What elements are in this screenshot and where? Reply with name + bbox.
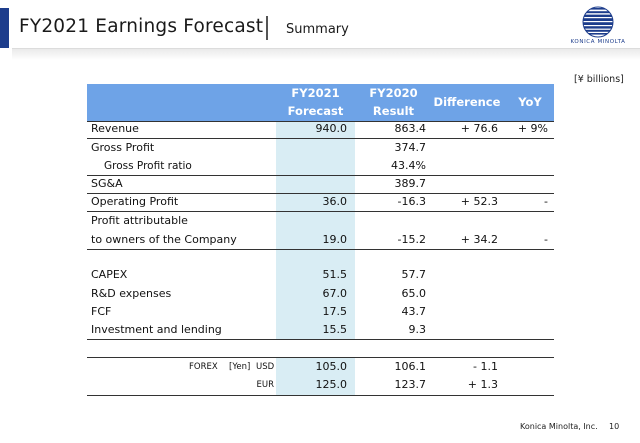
cell-fy2020: 57.7 bbox=[401, 268, 427, 281]
cell-fy2021: 51.5 bbox=[322, 268, 348, 281]
row-label: Gross Profit bbox=[91, 141, 155, 154]
cell-fy2020: 863.4 bbox=[394, 122, 427, 135]
row-label: Investment and lending bbox=[91, 323, 222, 336]
row-label: SG&A bbox=[91, 177, 123, 190]
cell-fy2020: 43.7 bbox=[401, 305, 427, 318]
header-difference: Difference bbox=[433, 95, 501, 109]
row-divider bbox=[87, 211, 554, 212]
cell-yoy: - bbox=[544, 233, 548, 246]
page-title: FY2021 Earnings Forecast bbox=[19, 16, 264, 37]
row-divider bbox=[87, 121, 554, 122]
table-header: FY2021 Forecast FY2020 Result Difference… bbox=[87, 84, 554, 121]
cell-fy2021: 17.5 bbox=[322, 305, 348, 318]
cell-fy2021: 940.0 bbox=[315, 122, 348, 135]
row-label: Revenue bbox=[91, 122, 139, 135]
cell-difference: + 76.6 bbox=[460, 122, 498, 135]
page-subtitle: Summary bbox=[286, 22, 349, 37]
cell-fy2021: 105.0 bbox=[315, 360, 348, 373]
footer-company: Konica Minolta, Inc. bbox=[520, 422, 598, 431]
row-divider bbox=[87, 193, 554, 194]
cell-difference: + 34.2 bbox=[460, 233, 498, 246]
header-fy2021-line1: FY2021 bbox=[291, 86, 340, 100]
cell-fy2020: 106.1 bbox=[394, 360, 427, 373]
row-divider bbox=[87, 249, 554, 250]
row-divider bbox=[87, 395, 554, 396]
logo-text: KONICA MINOLTA bbox=[570, 39, 626, 45]
forecast-column-highlight bbox=[276, 121, 355, 339]
row-label-line2: to owners of the Company bbox=[91, 233, 237, 246]
cell-difference: + 52.3 bbox=[460, 195, 498, 208]
header-fy2020-line1: FY2020 bbox=[369, 86, 418, 100]
cell-difference: + 1.3 bbox=[467, 378, 498, 391]
cell-fy2020: 9.3 bbox=[408, 323, 427, 336]
cell-yoy: + 9% bbox=[517, 122, 548, 135]
cell-fy2020: 389.7 bbox=[394, 177, 427, 190]
header-fy2020-line2: Result bbox=[372, 104, 415, 118]
cell-fy2020: 65.0 bbox=[401, 287, 427, 300]
cell-fy2021: 36.0 bbox=[322, 195, 348, 208]
cell-fy2020: -15.2 bbox=[397, 233, 426, 246]
forex-label: FOREX bbox=[189, 362, 218, 372]
unit-note: [¥ billions] bbox=[574, 74, 624, 85]
row-label: R&D expenses bbox=[91, 287, 172, 300]
title-divider bbox=[266, 16, 268, 40]
header-rule bbox=[12, 48, 640, 60]
cell-fy2021: 15.5 bbox=[322, 323, 348, 336]
cell-fy2020: -16.3 bbox=[397, 195, 426, 208]
row-divider bbox=[87, 357, 554, 358]
row-divider bbox=[87, 339, 554, 340]
cell-fy2021: 67.0 bbox=[322, 287, 348, 300]
cell-fy2020: 374.7 bbox=[394, 141, 427, 154]
row-label: Gross Profit ratio bbox=[104, 160, 192, 172]
company-logo: KONICA MINOLTA bbox=[568, 6, 628, 46]
cell-fy2021: 19.0 bbox=[322, 233, 348, 246]
row-label: CAPEX bbox=[91, 268, 128, 281]
accent-bar bbox=[0, 8, 9, 48]
forex-unit: [Yen] bbox=[229, 362, 251, 372]
header-fy2021-line2: Forecast bbox=[287, 104, 344, 118]
forex-currency-usd: USD bbox=[256, 362, 275, 372]
row-divider bbox=[87, 138, 554, 139]
cell-fy2020: 123.7 bbox=[394, 378, 427, 391]
globe-icon bbox=[582, 6, 614, 38]
header-yoy: YoY bbox=[518, 95, 542, 109]
row-label: Operating Profit bbox=[91, 195, 179, 208]
cell-difference: - 1.1 bbox=[473, 360, 498, 373]
cell-fy2020: 43.4% bbox=[391, 159, 426, 172]
cell-fy2021: 125.0 bbox=[315, 378, 348, 391]
row-label-line1: Profit attributable bbox=[91, 214, 188, 227]
cell-yoy: - bbox=[544, 195, 548, 208]
forecast-column-highlight-forex bbox=[276, 357, 355, 395]
row-label: FCF bbox=[91, 305, 112, 318]
row-divider bbox=[87, 175, 554, 176]
page-number: 10 bbox=[609, 422, 620, 431]
forex-currency-eur: EUR bbox=[256, 380, 275, 390]
